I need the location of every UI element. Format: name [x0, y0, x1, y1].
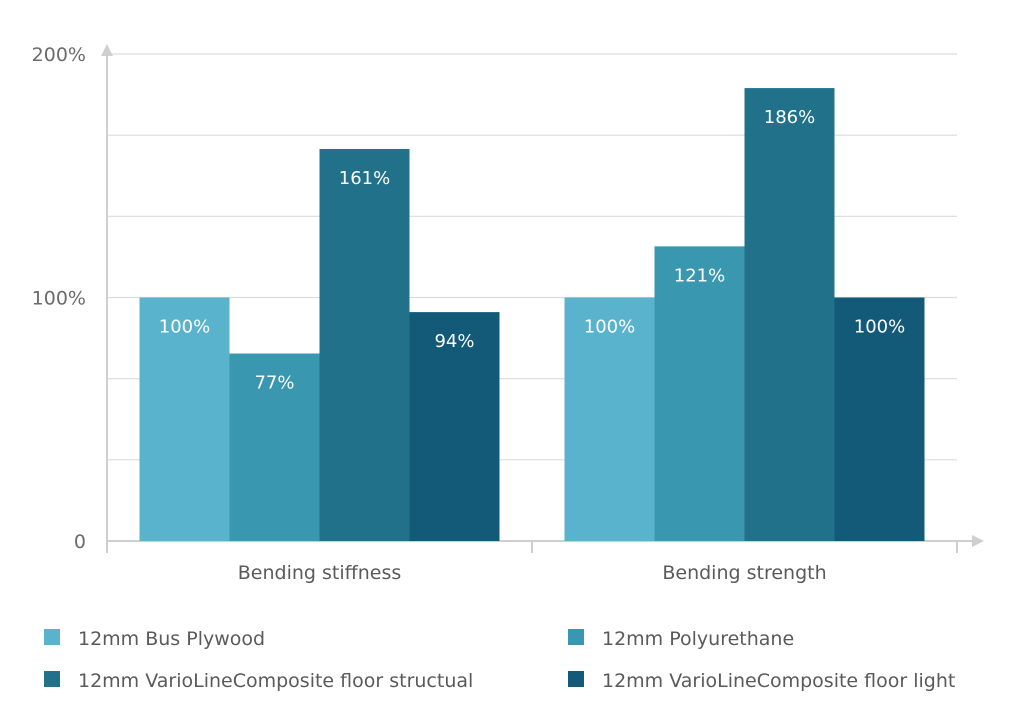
y-tick-label: 100% [32, 288, 86, 310]
legend-swatch [44, 629, 60, 645]
y-tick-label: 200% [32, 44, 86, 66]
category-label: Bending stiffness [238, 562, 402, 584]
category-label: Bending strength [662, 562, 826, 584]
data-label: 77% [254, 373, 294, 394]
legend-label: 12mm Polyurethane [602, 628, 794, 650]
y-axis-arrow-icon [101, 44, 113, 56]
data-label: 94% [434, 331, 474, 352]
data-label: 161% [339, 168, 390, 189]
legend-swatch [44, 671, 60, 687]
y-tick-label: 0 [74, 531, 86, 553]
bar [229, 353, 320, 541]
bar [409, 312, 500, 541]
data-label: 100% [584, 317, 635, 338]
legend-label: 12mm VarioLineComposite floor structual [78, 670, 473, 692]
legend-label: 12mm Bus Plywood [78, 628, 265, 650]
x-axis-arrow-icon [972, 535, 984, 547]
bar [319, 148, 410, 541]
data-label: 121% [674, 265, 725, 286]
legend-swatch [568, 671, 584, 687]
data-label: 186% [764, 107, 815, 128]
bar [564, 297, 655, 541]
data-label: 100% [854, 317, 905, 338]
legend-swatch [568, 629, 584, 645]
bar [139, 297, 230, 541]
bar [744, 88, 835, 541]
legend-label: 12mm VarioLineComposite floor light [602, 670, 955, 692]
bar [834, 297, 925, 541]
bar [654, 246, 745, 542]
data-label: 100% [159, 317, 210, 338]
